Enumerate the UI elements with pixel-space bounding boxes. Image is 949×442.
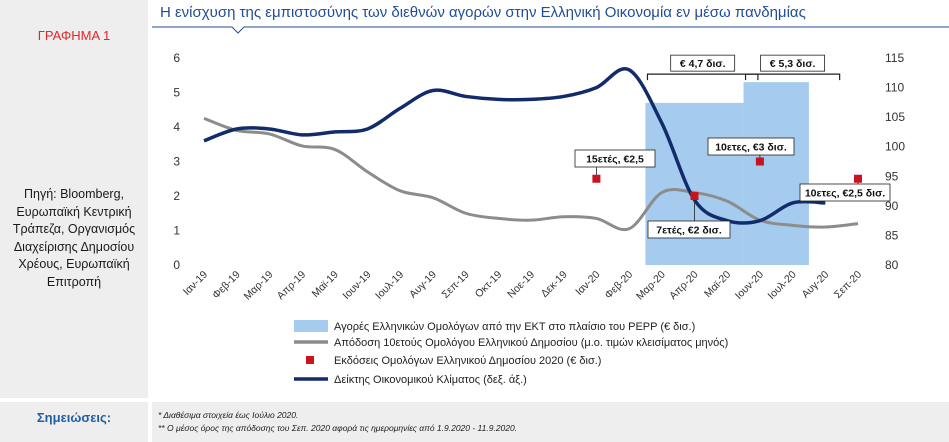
notes-label-box: [0, 402, 148, 442]
x-tick-label: Ιουλ-19: [373, 269, 406, 302]
y-right-tick-label: 115: [885, 51, 904, 65]
figure-label: ΓΡΑΦΗΜΑ 1: [37, 28, 111, 43]
y-left-tick-label: 3: [173, 155, 180, 169]
y-right-tick-label: 90: [885, 199, 899, 213]
issuance-label-box: [647, 220, 731, 239]
bracket-label-box: [760, 54, 825, 72]
bracket-line: [646, 73, 759, 81]
climate-line: [203, 66, 826, 225]
yield-line: [203, 116, 859, 232]
y-left-tick-label: 2: [173, 189, 180, 203]
x-tick-label: Ιουν-20: [733, 269, 766, 302]
x-tick-label: Νοε-19: [505, 269, 537, 301]
x-tick-label: Μαϊ-19: [310, 269, 341, 300]
y-right-tick-label: 85: [885, 228, 899, 242]
notes-label: Σημειώσεις:: [36, 410, 112, 425]
legend-label: Δείκτης Οικονομικού Κλίματος (δεξ. άξ.): [334, 374, 527, 386]
y-left-tick-label: 0: [173, 258, 180, 272]
y-left-tick-label: 1: [173, 224, 180, 238]
sidebar-panel: [0, 0, 148, 398]
legend-label: Αγορές Ελληνικών Ομολόγων από την ΕΚΤ στ…: [334, 321, 695, 333]
note-1: * Διαθέσιμα στοιχεία έως Ιούλιο 2020.: [158, 410, 299, 420]
chart-title: Η ενίσχυση της εμπιστοσύνης των διεθνών …: [160, 4, 806, 21]
x-tick-label: Ιουν-19: [340, 269, 373, 302]
legend-swatch: [306, 356, 314, 364]
issuance-label-box: [707, 137, 795, 156]
x-tick-label: Μαρ-20: [634, 269, 668, 303]
x-tick-label: Ιουλ-20: [766, 269, 799, 302]
x-tick-label: Αυγ-20: [799, 269, 831, 301]
pepp-bar: [743, 82, 809, 266]
x-tick-label: Σεπ-19: [439, 269, 471, 301]
bracket-label: € 5,3 δισ.: [770, 58, 816, 70]
y-right-tick-label: 80: [885, 258, 899, 272]
legend-label: Απόδοση 10ετούς Ομολόγου Ελληνικού Δημοσ…: [334, 337, 728, 349]
issuance-label: 10ετες, €2,5 δισ.: [805, 188, 885, 200]
y-right-tick-label: 105: [885, 110, 905, 124]
x-tick-label: Ιαν-20: [573, 269, 602, 298]
issuance-marker: [854, 174, 862, 183]
issuance-label: 10ετες, €3 δισ.: [715, 142, 787, 154]
legend-swatch: [294, 320, 328, 332]
y-right-tick-label: 100: [885, 140, 905, 154]
issuance-marker: [592, 174, 601, 183]
notes-area: [152, 402, 949, 442]
x-tick-label: Φεβ-20: [602, 269, 635, 302]
issuance-label-box: [574, 149, 656, 168]
bracket-line: [744, 73, 841, 81]
x-tick-label: Απρ-19: [275, 269, 309, 303]
issuance-label: 15ετές, €2,5: [586, 154, 644, 166]
x-tick-label: Σεπ-20: [832, 269, 864, 301]
legend-label: Εκδόσεις Ομολόγων Ελληνικού Δημοσίου 202…: [334, 355, 601, 367]
title-underline: [152, 26, 949, 34]
y-left-tick-label: 5: [173, 86, 180, 100]
issuance-marker: [690, 192, 699, 200]
note-2: ** Ο μέσος όρος της απόδοσης του Σεπ. 20…: [158, 423, 518, 433]
issuance-label-box: [799, 183, 891, 202]
y-right-tick-label: 110: [885, 81, 904, 95]
y-left-tick-label: 4: [173, 120, 180, 134]
x-tick-label: Αυγ-19: [407, 269, 439, 301]
x-tick-label: Δεκ-19: [539, 269, 570, 300]
issuance-label: 7ετές, €2 δισ.: [656, 225, 722, 237]
x-tick-label: Φεβ-19: [210, 269, 243, 302]
x-tick-label: Απρ-20: [667, 269, 701, 303]
issuance-marker: [755, 157, 764, 166]
x-tick-label: Μαρ-19: [242, 269, 276, 303]
bracket-label: € 4,7 δισ.: [680, 58, 726, 70]
bracket-label-box: [670, 54, 736, 72]
x-tick-label: Οκτ-19: [473, 269, 505, 301]
y-left-tick-label: 6: [173, 51, 180, 65]
source-text: Πηγή: Bloomberg, Ευρωπαϊκή Κεντρική Τράπ…: [12, 187, 136, 289]
x-tick-label: Μαϊ-20: [702, 269, 733, 300]
y-right-tick-label: 95: [885, 169, 899, 183]
pepp-bar: [645, 102, 744, 265]
x-tick-label: Ιαν-19: [181, 269, 210, 298]
